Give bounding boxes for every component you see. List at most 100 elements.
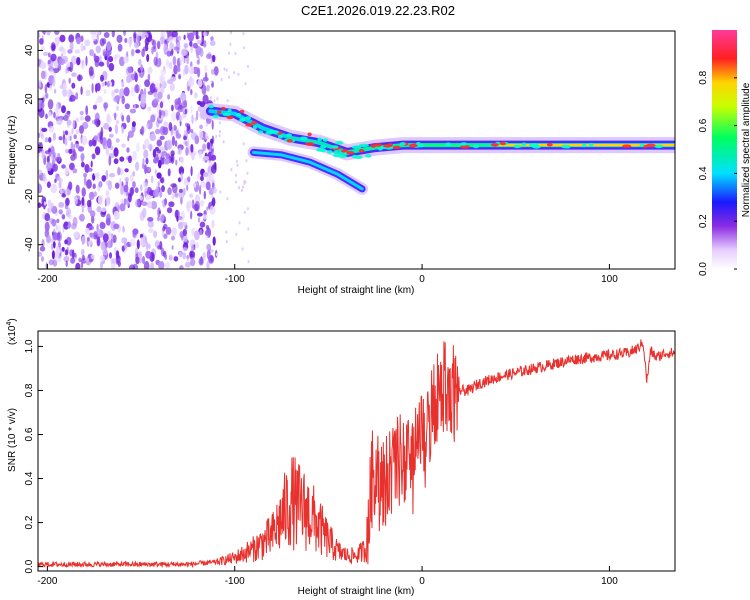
noise-blob [209,96,212,100]
noise-blob [64,239,68,245]
signal-blob [278,135,283,139]
noise-blob [105,146,109,156]
signal-blob [333,150,339,155]
noise-blob [241,247,244,251]
noise-blob [67,62,71,68]
noise-blob [182,228,187,236]
noise-blob [105,196,111,206]
noise-blob [99,222,106,230]
noise-blob [140,125,145,136]
noise-blob [126,114,131,123]
noise-blob [182,252,187,260]
noise-blob [103,102,109,109]
noise-blob [132,228,139,235]
noise-blob [216,97,219,101]
noise-blob [39,38,44,45]
noise-blob [234,51,237,56]
noise-blob [99,55,102,64]
noise-blob [127,155,132,164]
noise-blob [165,261,170,269]
noise-blob [225,240,228,244]
noise-blob [172,55,177,66]
noise-blob [192,183,197,188]
noise-blob [88,66,94,77]
noise-blob [210,69,215,75]
noise-blob [169,83,175,92]
noise-blob [58,136,63,141]
signal-blob [445,142,452,147]
noise-blob [138,31,143,36]
noise-blob [88,225,94,231]
signal-blob [286,139,293,143]
noise-blob [191,244,195,252]
noise-blob [187,176,191,183]
noise-blob [81,198,84,205]
noise-blob [99,255,105,262]
noise-blob [139,236,146,247]
noise-blob [158,159,162,169]
colorbar-tick-label: 0.6 [698,118,709,132]
noise-blob [70,222,77,230]
noise-blob [85,227,90,234]
noise-blob [114,124,118,135]
noise-blob [102,143,107,150]
noise-blob [81,235,86,245]
noise-blob [96,236,101,247]
noise-blob [55,246,60,257]
noise-blob [84,115,91,122]
noise-blob [195,242,200,249]
noise-blob [55,254,62,263]
noise-blob [201,34,205,45]
noise-blob [192,42,198,49]
noise-blob [184,108,188,115]
noise-blob [58,181,62,189]
noise-blob [95,45,102,54]
noise-blob [116,34,123,44]
noise-blob [103,122,110,130]
noise-blob [167,187,172,196]
noise-blob [147,201,152,209]
noise-blob [195,110,199,121]
noise-blob [157,216,160,222]
noise-blob [199,185,202,195]
noise-blob [177,35,182,41]
noise-blob [75,144,80,149]
noise-blob [96,82,101,92]
noise-blob [144,164,147,175]
noise-blob [93,53,96,60]
noise-blob [211,197,216,207]
noise-blob [80,35,84,42]
noise-blob [163,43,168,54]
noise-blob [161,151,165,159]
noise-blob [91,34,97,42]
signal-blob [341,149,347,153]
noise-blob [160,76,164,85]
noise-blob [194,201,200,212]
noise-blob [101,82,105,87]
noise-blob [246,64,249,69]
noise-blob [117,43,123,52]
noise-blob [50,146,55,155]
noise-blob [150,262,154,269]
noise-blob [96,33,99,44]
noise-blob [160,87,165,94]
noise-blob [183,48,188,56]
noise-blob [97,227,100,238]
noise-blob [147,220,154,228]
noise-blob [235,232,238,236]
noise-blob [50,183,57,194]
noise-blob [181,247,188,252]
noise-blob [150,200,158,210]
snr-x-tick-label: -200 [37,576,57,587]
noise-blob [242,31,245,36]
noise-blob [148,167,151,172]
noise-blob [243,46,246,50]
noise-blob [147,73,151,81]
noise-blob [178,147,182,155]
noise-blob [40,70,46,80]
signal-blob [622,144,632,148]
noise-blob [158,261,165,269]
noise-blob [178,74,182,80]
